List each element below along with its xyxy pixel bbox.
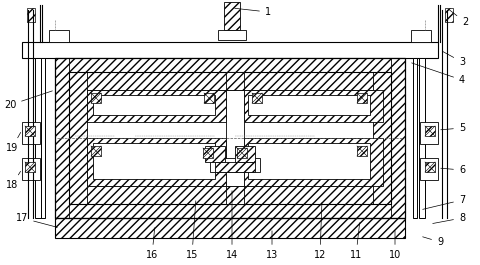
Bar	[413, 58, 417, 218]
Bar	[25, 162, 35, 172]
Bar	[235, 146, 255, 162]
Bar	[52, 32, 66, 42]
Bar	[204, 93, 214, 103]
Bar	[55, 58, 405, 218]
Bar	[425, 162, 435, 172]
Text: 13: 13	[266, 231, 278, 260]
Text: 5: 5	[441, 123, 465, 133]
Text: 10: 10	[389, 231, 401, 260]
Text: 12: 12	[314, 203, 326, 260]
Bar	[203, 148, 213, 158]
Bar	[419, 58, 425, 218]
Text: 18: 18	[6, 171, 21, 190]
Text: 11: 11	[350, 223, 362, 260]
Bar	[391, 58, 405, 218]
Bar	[69, 72, 391, 204]
Bar	[224, 2, 240, 30]
Bar	[445, 8, 453, 22]
Bar	[55, 58, 69, 218]
Bar	[22, 42, 438, 58]
Bar	[41, 58, 45, 218]
Text: 1: 1	[235, 7, 271, 17]
Bar	[411, 30, 431, 42]
Text: 7: 7	[423, 195, 465, 209]
Text: 17: 17	[16, 213, 57, 227]
Bar	[49, 30, 69, 42]
Text: 15: 15	[186, 201, 198, 260]
Bar	[69, 72, 391, 90]
Bar	[91, 146, 101, 156]
Bar	[215, 162, 255, 172]
Bar	[205, 146, 225, 162]
Bar	[425, 126, 435, 136]
Bar	[35, 58, 41, 218]
Text: 3: 3	[443, 51, 465, 67]
Bar	[87, 138, 226, 186]
Bar	[69, 186, 391, 204]
Bar	[226, 90, 244, 186]
Bar	[420, 158, 438, 180]
Bar	[87, 90, 226, 122]
Bar	[55, 204, 405, 218]
Bar	[414, 32, 428, 42]
Bar	[237, 148, 247, 158]
Bar	[27, 8, 35, 22]
Bar	[357, 146, 367, 156]
Bar	[420, 122, 438, 144]
Bar	[69, 72, 87, 204]
Text: 8: 8	[433, 213, 465, 223]
Text: 6: 6	[441, 165, 465, 175]
Bar	[22, 158, 40, 180]
Text: 2: 2	[449, 10, 468, 27]
Bar	[373, 72, 391, 204]
Bar	[210, 158, 260, 172]
Bar	[93, 95, 215, 115]
Bar	[226, 72, 244, 90]
Bar	[226, 186, 244, 204]
Bar	[91, 93, 101, 103]
Bar	[248, 95, 370, 115]
Text: 14: 14	[226, 191, 238, 260]
Text: 9: 9	[423, 237, 443, 247]
Text: 16: 16	[146, 228, 158, 260]
Bar	[252, 93, 262, 103]
Bar	[244, 138, 383, 186]
Text: 4: 4	[412, 63, 465, 85]
Bar	[93, 143, 215, 179]
Bar	[55, 218, 405, 238]
Bar	[22, 122, 40, 144]
Bar	[25, 126, 35, 136]
Bar	[244, 90, 383, 122]
Bar	[248, 143, 370, 179]
Bar	[218, 30, 246, 40]
Text: 19: 19	[6, 132, 21, 153]
Text: 20: 20	[4, 91, 52, 110]
Bar	[357, 93, 367, 103]
Bar	[55, 58, 405, 72]
